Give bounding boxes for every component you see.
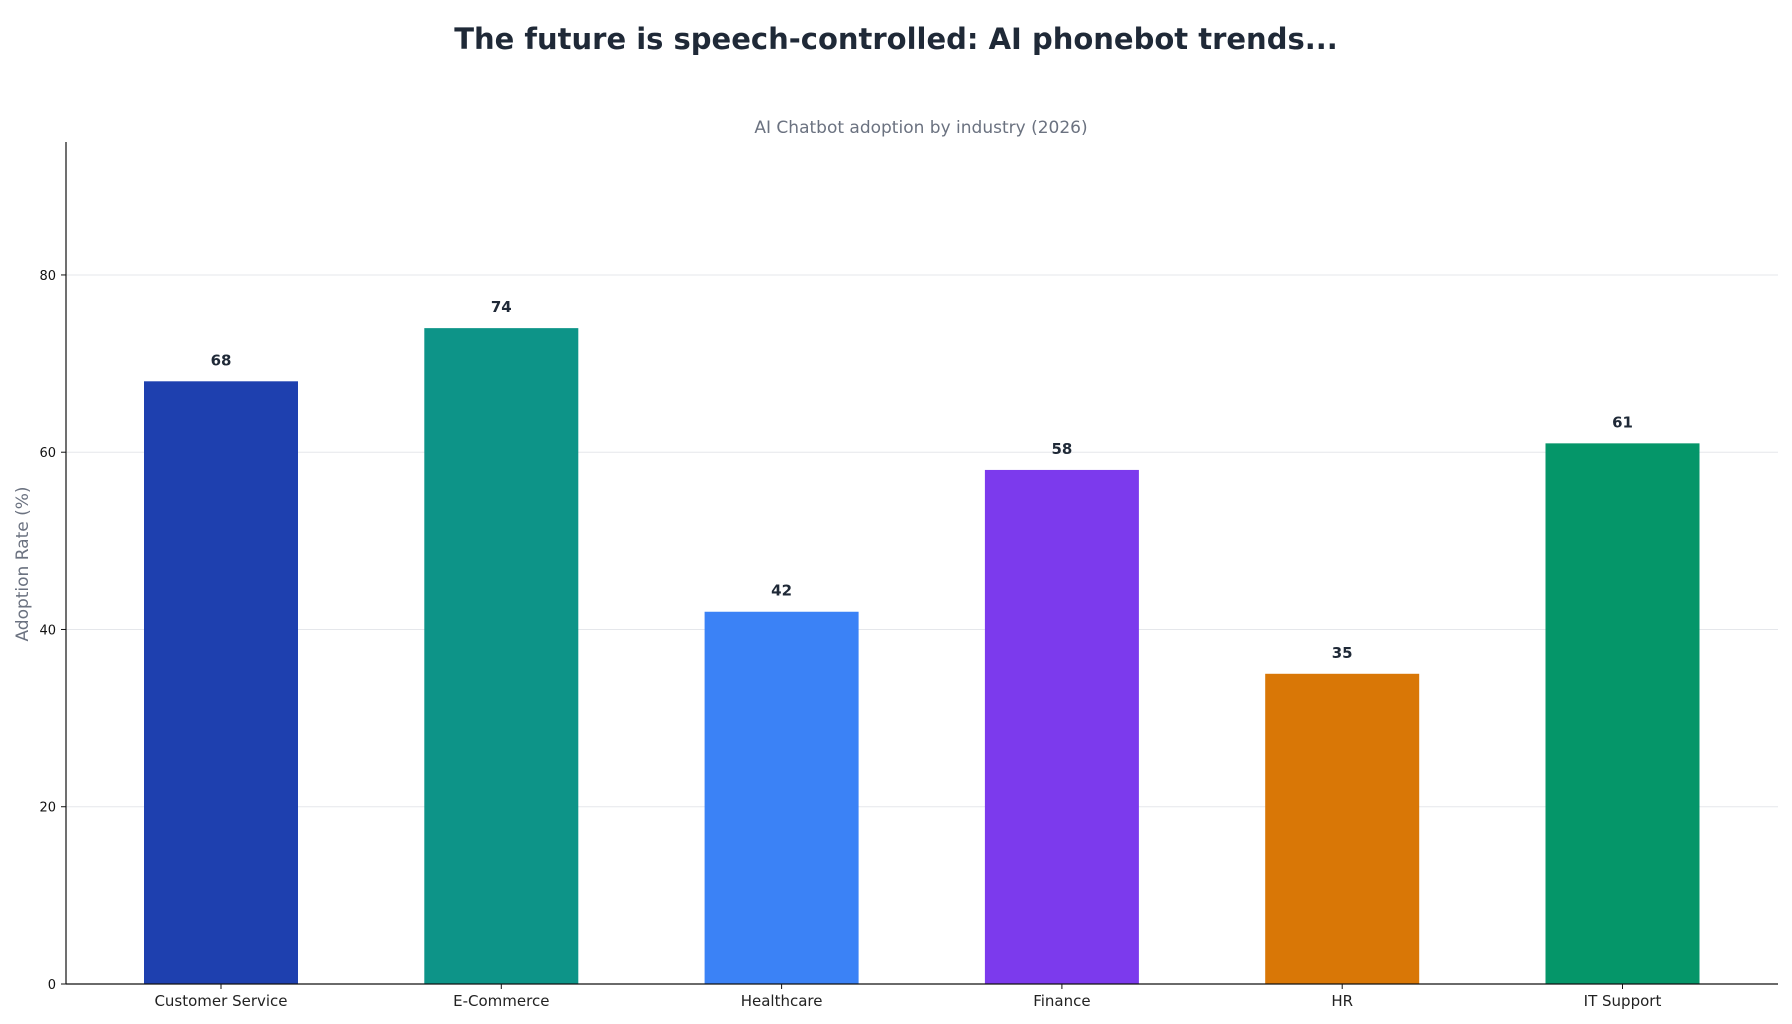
bar-it-support: [1545, 443, 1700, 984]
x-tick-label: Customer Service: [154, 992, 287, 1010]
y-tick-label: 40: [39, 623, 56, 638]
bar-finance: [984, 469, 1139, 984]
bar-e-commerce: [424, 328, 579, 984]
data-label: 61: [1612, 413, 1633, 431]
y-axis-label: Adoption Rate (%): [13, 486, 33, 641]
y-tick-label: 20: [39, 801, 56, 816]
y-tick-label: 0: [48, 978, 56, 993]
bar-hr: [1265, 673, 1420, 984]
page-title: The future is speech-controlled: AI phon…: [454, 22, 1338, 56]
data-label: 58: [1051, 440, 1072, 458]
axes: 0 20 40 60 80 Customer Service E-Commerce Healt…: [39, 142, 1778, 1010]
bar-healthcare: [704, 611, 859, 984]
y-tick-label: 60: [39, 446, 56, 461]
data-label: 42: [771, 582, 792, 600]
data-labels: 68 74 42 58 35 61: [211, 298, 1633, 662]
bar-customer-service: [144, 381, 298, 984]
data-label: 35: [1332, 644, 1353, 662]
y-tick-label: 80: [39, 269, 56, 284]
x-tick-label: Healthcare: [741, 992, 823, 1010]
gridlines: [66, 274, 1778, 808]
x-tick-label: Finance: [1033, 992, 1090, 1010]
chart-subtitle: AI Chatbot adoption by industry (2026): [754, 118, 1087, 138]
data-label: 68: [211, 351, 232, 369]
x-tick-label: HR: [1331, 992, 1353, 1010]
bars: [144, 328, 1700, 984]
x-tick-label: IT Support: [1584, 992, 1662, 1010]
data-label: 74: [491, 298, 512, 316]
x-tick-label: E-Commerce: [453, 992, 549, 1010]
